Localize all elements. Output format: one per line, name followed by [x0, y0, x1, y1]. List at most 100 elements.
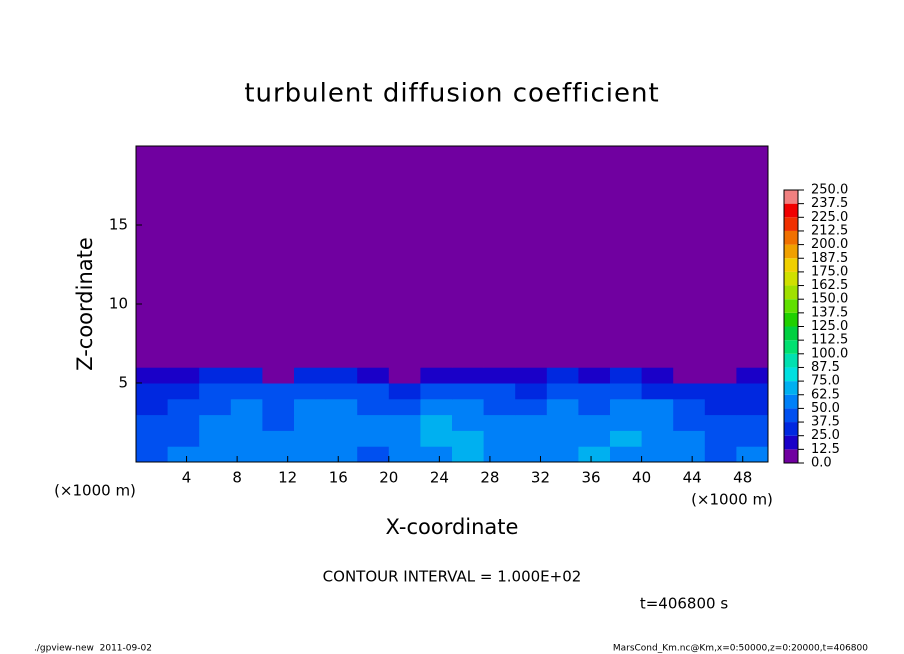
colorbar-label: 12.5: [811, 442, 840, 457]
colorbar-swatch: [784, 285, 798, 300]
colorbar-swatch: [784, 353, 798, 368]
x-tick-label: 44: [683, 469, 702, 487]
colorbar-swatch: [784, 340, 798, 354]
cell: [357, 430, 390, 447]
cell: [357, 367, 390, 384]
cell: [515, 414, 548, 431]
cell: [136, 430, 169, 447]
cell: [230, 414, 263, 431]
colorbar-swatch: [784, 244, 798, 259]
cell: [546, 146, 579, 368]
cell: [515, 367, 548, 384]
cell: [673, 383, 706, 400]
cell: [230, 446, 263, 463]
cell: [704, 367, 737, 384]
colorbar-label: 225.0: [811, 210, 848, 225]
cell: [610, 398, 643, 416]
cell: [357, 146, 390, 368]
x-tick-label: 40: [632, 469, 651, 487]
colorbar-swatch: [784, 271, 798, 286]
cell: [452, 367, 485, 384]
cell: [452, 414, 485, 431]
cell: [483, 446, 516, 463]
cell: [546, 383, 579, 400]
cell: [452, 146, 485, 368]
cell: [610, 383, 643, 400]
cell: [325, 430, 358, 447]
cell: [167, 430, 200, 447]
colorbar-label: 187.5: [811, 251, 848, 266]
cell: [167, 367, 200, 384]
colorbar-label: 25.0: [811, 428, 840, 443]
cell: [357, 414, 390, 431]
unit-label: (×1000 m): [54, 482, 136, 500]
cell: [673, 446, 706, 463]
cell: [704, 446, 737, 463]
cell: [388, 430, 421, 447]
cell: [641, 446, 674, 463]
cell: [420, 414, 453, 431]
cell: [515, 383, 548, 400]
colorbar-label: 62.5: [811, 387, 840, 402]
colorbar-label: 87.5: [811, 360, 840, 375]
cell: [325, 446, 358, 463]
cell: [420, 398, 453, 416]
cell: [199, 146, 232, 368]
cell: [420, 446, 453, 463]
cell: [136, 146, 169, 368]
x-tick-label: 8: [232, 469, 242, 487]
colorbar-swatch: [784, 449, 798, 463]
annotation: CONTOUR INTERVAL = 1.000E+02: [323, 568, 582, 586]
cell: [641, 146, 674, 368]
cell: [420, 430, 453, 447]
cell: [136, 414, 169, 431]
cell: [294, 414, 327, 431]
cell: [230, 430, 263, 447]
cell: [483, 414, 516, 431]
colorbar-swatch: [784, 367, 798, 382]
x-tick-label: 4: [182, 469, 192, 487]
colorbar-label: 125.0: [811, 319, 848, 334]
cell: [546, 430, 579, 447]
cell: [294, 398, 327, 416]
cell: [388, 383, 421, 400]
footer: ./gpview-new 2011-09-02: [34, 644, 152, 654]
colorbar-swatch: [784, 190, 798, 204]
cell: [262, 146, 295, 368]
chart-title: turbulent diffusion coefficient: [244, 79, 659, 109]
colorbar-swatch: [784, 299, 798, 313]
cell: [736, 414, 769, 431]
footer: MarsCond_Km.nc@Km,x=0:50000,z=0:20000,t=…: [613, 644, 868, 654]
cell: [610, 446, 643, 463]
cell: [230, 367, 263, 384]
cell: [578, 146, 611, 368]
cell: [136, 398, 169, 416]
cell: [167, 414, 200, 431]
x-tick-label: 48: [733, 469, 752, 487]
cell: [578, 414, 611, 431]
cell: [546, 367, 579, 384]
cell: [546, 446, 579, 463]
cell: [357, 446, 390, 463]
cell: [515, 398, 548, 416]
cell: [388, 446, 421, 463]
cell: [546, 398, 579, 416]
cell: [230, 398, 263, 416]
cell: [357, 398, 390, 416]
cell: [294, 383, 327, 400]
cell: [704, 383, 737, 400]
colorbar-label: 100.0: [811, 346, 848, 361]
cell: [388, 414, 421, 431]
cell: [641, 383, 674, 400]
cell: [483, 146, 516, 368]
x-tick-label: 32: [531, 469, 550, 487]
cell: [483, 430, 516, 447]
colorbar-label: 75.0: [811, 374, 840, 389]
cell: [736, 446, 769, 463]
cell: [736, 146, 769, 368]
cell: [452, 398, 485, 416]
cell: [199, 398, 232, 416]
cell: [325, 367, 358, 384]
x-tick-label: 12: [278, 469, 297, 487]
